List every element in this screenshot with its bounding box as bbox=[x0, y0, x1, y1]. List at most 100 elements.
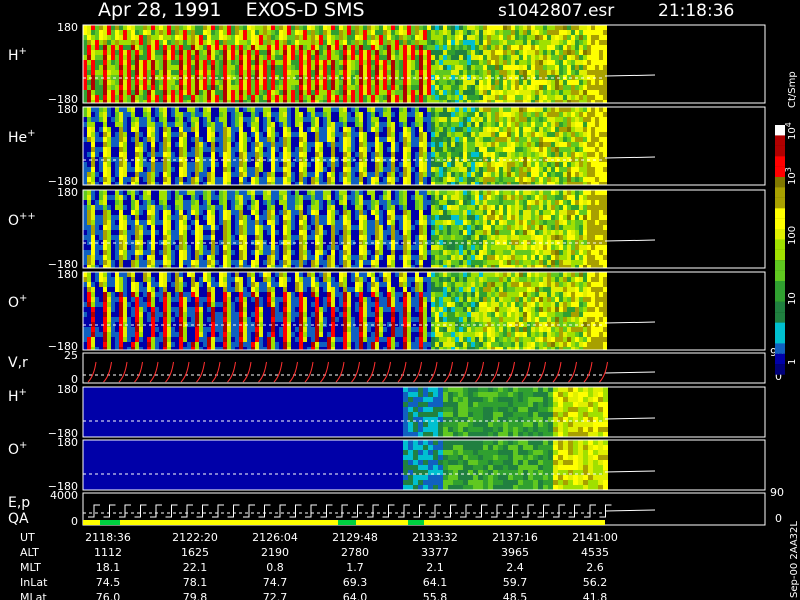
spectrogram-cell bbox=[227, 157, 231, 162]
spectrogram-cell bbox=[131, 260, 135, 265]
spectrogram-cell bbox=[351, 75, 355, 80]
spectrogram-cell bbox=[567, 30, 571, 35]
spectrogram-cell bbox=[419, 45, 423, 50]
spectrogram-cell bbox=[523, 50, 527, 55]
spectrogram-cell bbox=[459, 162, 463, 167]
spectrogram-cell bbox=[311, 30, 315, 35]
spectrogram-cell bbox=[523, 95, 527, 100]
spectrogram-cell bbox=[335, 80, 339, 85]
spectrogram-cell bbox=[455, 80, 459, 85]
spectrogram-cell bbox=[191, 100, 195, 103]
spectrogram-cell bbox=[219, 112, 223, 117]
spectrogram-cell bbox=[359, 60, 363, 65]
spectrogram-cell bbox=[511, 30, 515, 35]
spectrogram-cell bbox=[159, 25, 163, 30]
spectrogram-cell bbox=[131, 250, 135, 255]
spectrogram-cell bbox=[503, 30, 507, 35]
spectrogram-cell bbox=[143, 177, 147, 182]
spectrogram-cell bbox=[483, 25, 487, 30]
spectrogram-cell bbox=[183, 255, 187, 260]
spectrogram-cell bbox=[387, 117, 391, 122]
spectrogram-cell bbox=[475, 142, 479, 147]
spectrogram-cell bbox=[203, 75, 207, 80]
spectrogram-cell bbox=[467, 65, 471, 70]
spectrogram-cell bbox=[87, 220, 91, 225]
spectrogram-cell bbox=[251, 210, 255, 215]
spectrogram-cell bbox=[359, 177, 363, 182]
spectrogram-cell bbox=[331, 35, 335, 40]
spectrogram-cell bbox=[315, 40, 319, 45]
spectrogram-cell bbox=[167, 210, 171, 215]
spectrogram-cell bbox=[591, 100, 595, 103]
spectrogram-cell bbox=[415, 30, 419, 35]
spectrogram-cell bbox=[503, 117, 507, 122]
spectrogram-cell bbox=[559, 70, 563, 75]
spectrogram-cell bbox=[227, 210, 231, 215]
spectrogram-cell bbox=[287, 137, 291, 142]
spectrogram-cell bbox=[167, 100, 171, 103]
spectrogram-cell bbox=[583, 50, 587, 55]
spectrogram-cell bbox=[107, 40, 111, 45]
spectrogram-cell bbox=[479, 60, 483, 65]
spectrogram-cell bbox=[451, 142, 455, 147]
spectrogram-cell bbox=[283, 142, 287, 147]
spectrogram-cell bbox=[547, 157, 551, 162]
spectrogram-cell bbox=[251, 152, 255, 157]
spectrogram-cell bbox=[403, 35, 407, 40]
spectrogram-cell bbox=[503, 142, 507, 147]
spectrogram-cell bbox=[331, 25, 335, 30]
spectrogram-cell bbox=[143, 137, 147, 142]
spectrogram-cell bbox=[339, 147, 343, 152]
spectrogram-cell bbox=[415, 152, 419, 157]
spectrogram-cell bbox=[143, 30, 147, 35]
spectrogram-cell bbox=[255, 45, 259, 50]
spectrogram-cell bbox=[575, 182, 579, 185]
spectrogram-cell bbox=[567, 182, 571, 185]
spectrogram-cell bbox=[195, 25, 199, 30]
spectrogram-cell bbox=[535, 75, 539, 80]
spectrogram-cell bbox=[95, 60, 99, 65]
spectrogram-cell bbox=[275, 265, 279, 268]
spectrogram-cell bbox=[459, 80, 463, 85]
spectrogram-cell bbox=[115, 250, 119, 255]
spectrogram-cell bbox=[259, 215, 263, 220]
spectrogram-cell bbox=[411, 147, 415, 152]
spectrogram-cell bbox=[523, 172, 527, 177]
spectrogram-cell bbox=[391, 75, 395, 80]
spectrogram-cell bbox=[227, 142, 231, 147]
spectrogram-cell bbox=[459, 50, 463, 55]
spectrogram-cell bbox=[467, 35, 471, 40]
spectrogram-cell bbox=[603, 70, 607, 75]
spectrogram-cell bbox=[535, 90, 539, 95]
spectrogram-cell bbox=[343, 70, 347, 75]
spectrogram-cell bbox=[163, 45, 167, 50]
spectrogram-cell bbox=[539, 152, 543, 157]
spectrogram-cell bbox=[451, 172, 455, 177]
spectrogram-cell bbox=[503, 65, 507, 70]
spectrogram-cell bbox=[475, 182, 479, 185]
spectrogram-cell bbox=[515, 70, 519, 75]
spectrogram-cell bbox=[115, 220, 119, 225]
spectrogram-cell bbox=[199, 35, 203, 40]
spectrogram-cell bbox=[99, 122, 103, 127]
spectrogram-cell bbox=[339, 152, 343, 157]
spectrogram-cell bbox=[531, 137, 535, 142]
spectrogram-cell bbox=[491, 55, 495, 60]
spectrogram-cell bbox=[391, 117, 395, 122]
spectrogram-cell bbox=[475, 60, 479, 65]
spectrogram-cell bbox=[99, 245, 103, 250]
spectrogram-cell bbox=[575, 117, 579, 122]
spectrogram-cell bbox=[351, 117, 355, 122]
spectrogram-cell bbox=[263, 40, 267, 45]
spectrogram-cell bbox=[227, 167, 231, 172]
spectrogram-cell bbox=[331, 40, 335, 45]
spectrogram-cell bbox=[139, 152, 143, 157]
spectrogram-cell bbox=[211, 70, 215, 75]
spectrogram-cell bbox=[267, 75, 271, 80]
spectrogram-cell bbox=[371, 25, 375, 30]
spectrogram-cell bbox=[491, 35, 495, 40]
spectrogram-cell bbox=[95, 260, 99, 265]
spectrogram-cell bbox=[463, 25, 467, 30]
spectrogram-cell bbox=[367, 85, 371, 90]
spectrogram-cell bbox=[415, 167, 419, 172]
